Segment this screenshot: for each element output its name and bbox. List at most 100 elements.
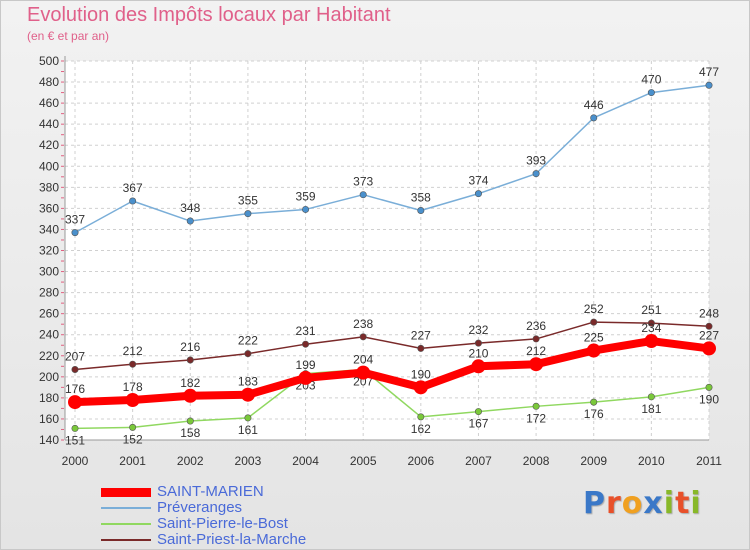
data-point-saint-priest-la-marche xyxy=(647,319,655,327)
data-point-saint-priest-la-marche xyxy=(474,339,482,347)
x-tick-label: 2001 xyxy=(119,454,146,468)
data-label-saint-priest-la-marche: 232 xyxy=(468,323,488,337)
data-point-saint-marien xyxy=(298,370,313,385)
y-tick-label: 340 xyxy=(39,222,59,236)
y-tick-label: 400 xyxy=(39,159,59,173)
data-point-saint-marien xyxy=(413,380,428,395)
data-point-saint-pierre-le-bost xyxy=(474,408,482,416)
data-point-pr-veranges xyxy=(302,205,310,213)
data-label-pr-veranges: 393 xyxy=(526,154,546,168)
data-point-pr-veranges xyxy=(532,170,540,178)
x-tick-label: 2003 xyxy=(235,454,262,468)
legend-swatch-pr-veranges xyxy=(101,507,151,509)
data-label-pr-veranges: 348 xyxy=(180,201,200,215)
data-label-saint-priest-la-marche: 238 xyxy=(353,317,373,331)
x-tick-label: 2011 xyxy=(696,454,722,468)
x-tick-label: 2006 xyxy=(407,454,434,468)
data-point-saint-pierre-le-bost xyxy=(417,413,425,421)
data-label-saint-priest-la-marche: 227 xyxy=(411,328,431,342)
data-label-saint-pierre-le-bost: 158 xyxy=(180,426,200,440)
data-point-saint-marien xyxy=(529,357,544,372)
data-point-saint-marien xyxy=(68,395,82,410)
data-label-pr-veranges: 367 xyxy=(123,181,143,195)
data-label-saint-priest-la-marche: 236 xyxy=(526,319,546,333)
x-tick-label: 2002 xyxy=(177,454,204,468)
data-point-saint-priest-la-marche xyxy=(129,360,137,368)
data-point-pr-veranges xyxy=(71,229,79,237)
logo-letter: i xyxy=(663,486,676,521)
data-point-saint-pierre-le-bost xyxy=(129,423,137,431)
y-tick-label: 240 xyxy=(39,328,59,342)
data-point-saint-marien xyxy=(240,387,255,402)
data-label-saint-priest-la-marche: 252 xyxy=(584,302,604,316)
legend-swatch-saint-priest-la-marche xyxy=(101,539,151,541)
y-tick-label: 260 xyxy=(39,307,59,321)
data-label-saint-pierre-le-bost: 176 xyxy=(584,407,604,421)
data-point-saint-marien xyxy=(183,388,198,403)
y-tick-label: 160 xyxy=(39,412,59,426)
y-tick-label: 200 xyxy=(39,370,59,384)
chart-subtitle: (en € et par an) xyxy=(27,29,110,43)
data-point-saint-priest-la-marche xyxy=(302,340,310,348)
legend-swatch-saint-marien xyxy=(101,487,151,497)
data-label-pr-veranges: 374 xyxy=(468,174,488,188)
data-point-saint-marien xyxy=(644,334,659,349)
data-point-saint-priest-la-marche xyxy=(244,350,252,358)
legend-label-saint-pierre-le-bost: Saint-Pierre-le-Bost xyxy=(157,515,288,532)
data-point-saint-marien xyxy=(586,343,601,358)
data-point-pr-veranges xyxy=(474,190,482,198)
logo-letter: x xyxy=(643,486,664,521)
data-label-saint-marien: 190 xyxy=(411,367,431,381)
data-label-saint-priest-la-marche: 251 xyxy=(641,303,661,317)
x-tick-label: 2009 xyxy=(580,454,607,468)
data-label-saint-priest-la-marche: 212 xyxy=(123,344,143,358)
y-tick-label: 380 xyxy=(39,180,59,194)
data-point-pr-veranges xyxy=(647,89,655,97)
data-point-saint-priest-la-marche xyxy=(705,322,713,330)
y-tick-label: 440 xyxy=(39,117,59,131)
data-point-saint-marien xyxy=(125,392,140,407)
y-tick-label: 220 xyxy=(39,349,59,363)
data-point-pr-veranges xyxy=(359,191,367,199)
data-point-saint-marien xyxy=(356,365,371,380)
data-label-saint-marien: 183 xyxy=(238,375,258,389)
legend-label-saint-priest-la-marche: Saint-Priest-la-Marche xyxy=(157,531,307,548)
data-label-saint-pierre-le-bost: 181 xyxy=(641,402,661,416)
data-point-saint-priest-la-marche xyxy=(186,356,194,364)
y-tick-label: 360 xyxy=(39,201,59,215)
logo-letter: P xyxy=(583,486,606,521)
data-label-pr-veranges: 355 xyxy=(238,194,258,208)
data-point-pr-veranges xyxy=(705,81,713,89)
data-point-saint-pierre-le-bost xyxy=(532,402,540,410)
data-label-saint-priest-la-marche: 207 xyxy=(65,349,85,363)
data-label-saint-pierre-le-bost: 151 xyxy=(65,433,85,447)
data-label-saint-marien: 182 xyxy=(180,376,200,390)
data-label-saint-priest-la-marche: 216 xyxy=(180,340,200,354)
y-tick-label: 300 xyxy=(39,265,59,279)
data-point-saint-marien xyxy=(702,341,716,356)
legend-swatch-saint-pierre-le-bost xyxy=(101,523,151,525)
series-line-saint-priest-la-marche xyxy=(74,321,710,371)
series-line-saint-marien xyxy=(71,337,713,407)
logo-letter: t xyxy=(675,486,691,521)
data-point-saint-pierre-le-bost xyxy=(705,383,713,391)
x-tick-label: 2004 xyxy=(292,454,319,468)
data-point-saint-pierre-le-bost xyxy=(186,417,194,425)
data-label-saint-marien: 199 xyxy=(296,358,316,372)
data-point-saint-pierre-le-bost xyxy=(71,424,79,432)
data-point-saint-pierre-le-bost xyxy=(590,398,598,406)
data-label-pr-veranges: 358 xyxy=(411,190,431,204)
x-tick-label: 2008 xyxy=(523,454,550,468)
data-point-pr-veranges xyxy=(129,197,137,205)
data-point-saint-pierre-le-bost xyxy=(647,393,655,401)
data-point-pr-veranges xyxy=(186,217,194,225)
data-label-saint-pierre-le-bost: 152 xyxy=(123,432,143,446)
data-label-saint-marien: 176 xyxy=(65,382,85,396)
data-label-saint-marien: 234 xyxy=(641,321,661,335)
data-label-saint-marien: 227 xyxy=(699,328,719,342)
y-tick-label: 320 xyxy=(39,244,59,258)
data-point-saint-priest-la-marche xyxy=(359,333,367,341)
data-label-pr-veranges: 477 xyxy=(699,65,719,79)
